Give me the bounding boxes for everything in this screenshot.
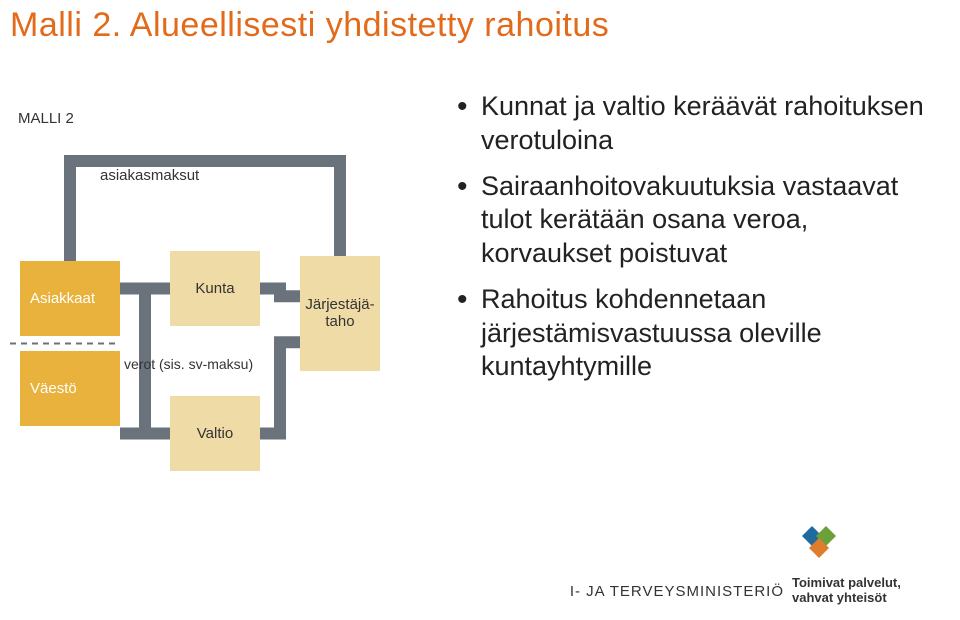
bullet-list: Kunnat ja valtio keräävät rahoituksen ve…	[455, 90, 945, 396]
valtio-label: Valtio	[170, 425, 260, 442]
logo-line2: vahvat yhteisöt	[792, 590, 887, 605]
logo-icon	[792, 522, 846, 568]
list-item: Kunnat ja valtio keräävät rahoituksen ve…	[455, 90, 945, 158]
fee-label: asiakasmaksut	[100, 167, 199, 184]
jarjestaja-l2: taho	[325, 313, 354, 330]
jarjestaja-label: Järjestäjä- taho	[300, 296, 380, 330]
malli-label: MALLI 2	[18, 110, 74, 127]
asiakkaat-label: Asiakkaat	[30, 290, 95, 307]
kunta-label: Kunta	[170, 280, 260, 297]
vaesto-label: Väestö	[30, 380, 77, 397]
list-item: Rahoitus kohdennetaan järjestämisvastuus…	[455, 283, 945, 384]
jarjestaja-l1: Järjestäjä-	[305, 296, 374, 313]
ministry-logo: Toimivat palvelut, vahvat yhteisöt	[792, 522, 942, 606]
list-item: Sairaanhoitovakuutuksia vastaavat tulot …	[455, 170, 945, 271]
logo-line1: Toimivat palvelut,	[792, 575, 901, 590]
ministry-text: I- JA TERVEYSMINISTERIÖ	[570, 583, 784, 600]
taxes-label: verot (sis. sv-maksu)	[124, 356, 253, 372]
slide-title: Malli 2. Alueellisesti yhdistetty rahoit…	[10, 6, 609, 45]
funding-diagram: MALLI 2 asiakasmaksut Asiakkaat Väestö K…	[10, 86, 430, 496]
